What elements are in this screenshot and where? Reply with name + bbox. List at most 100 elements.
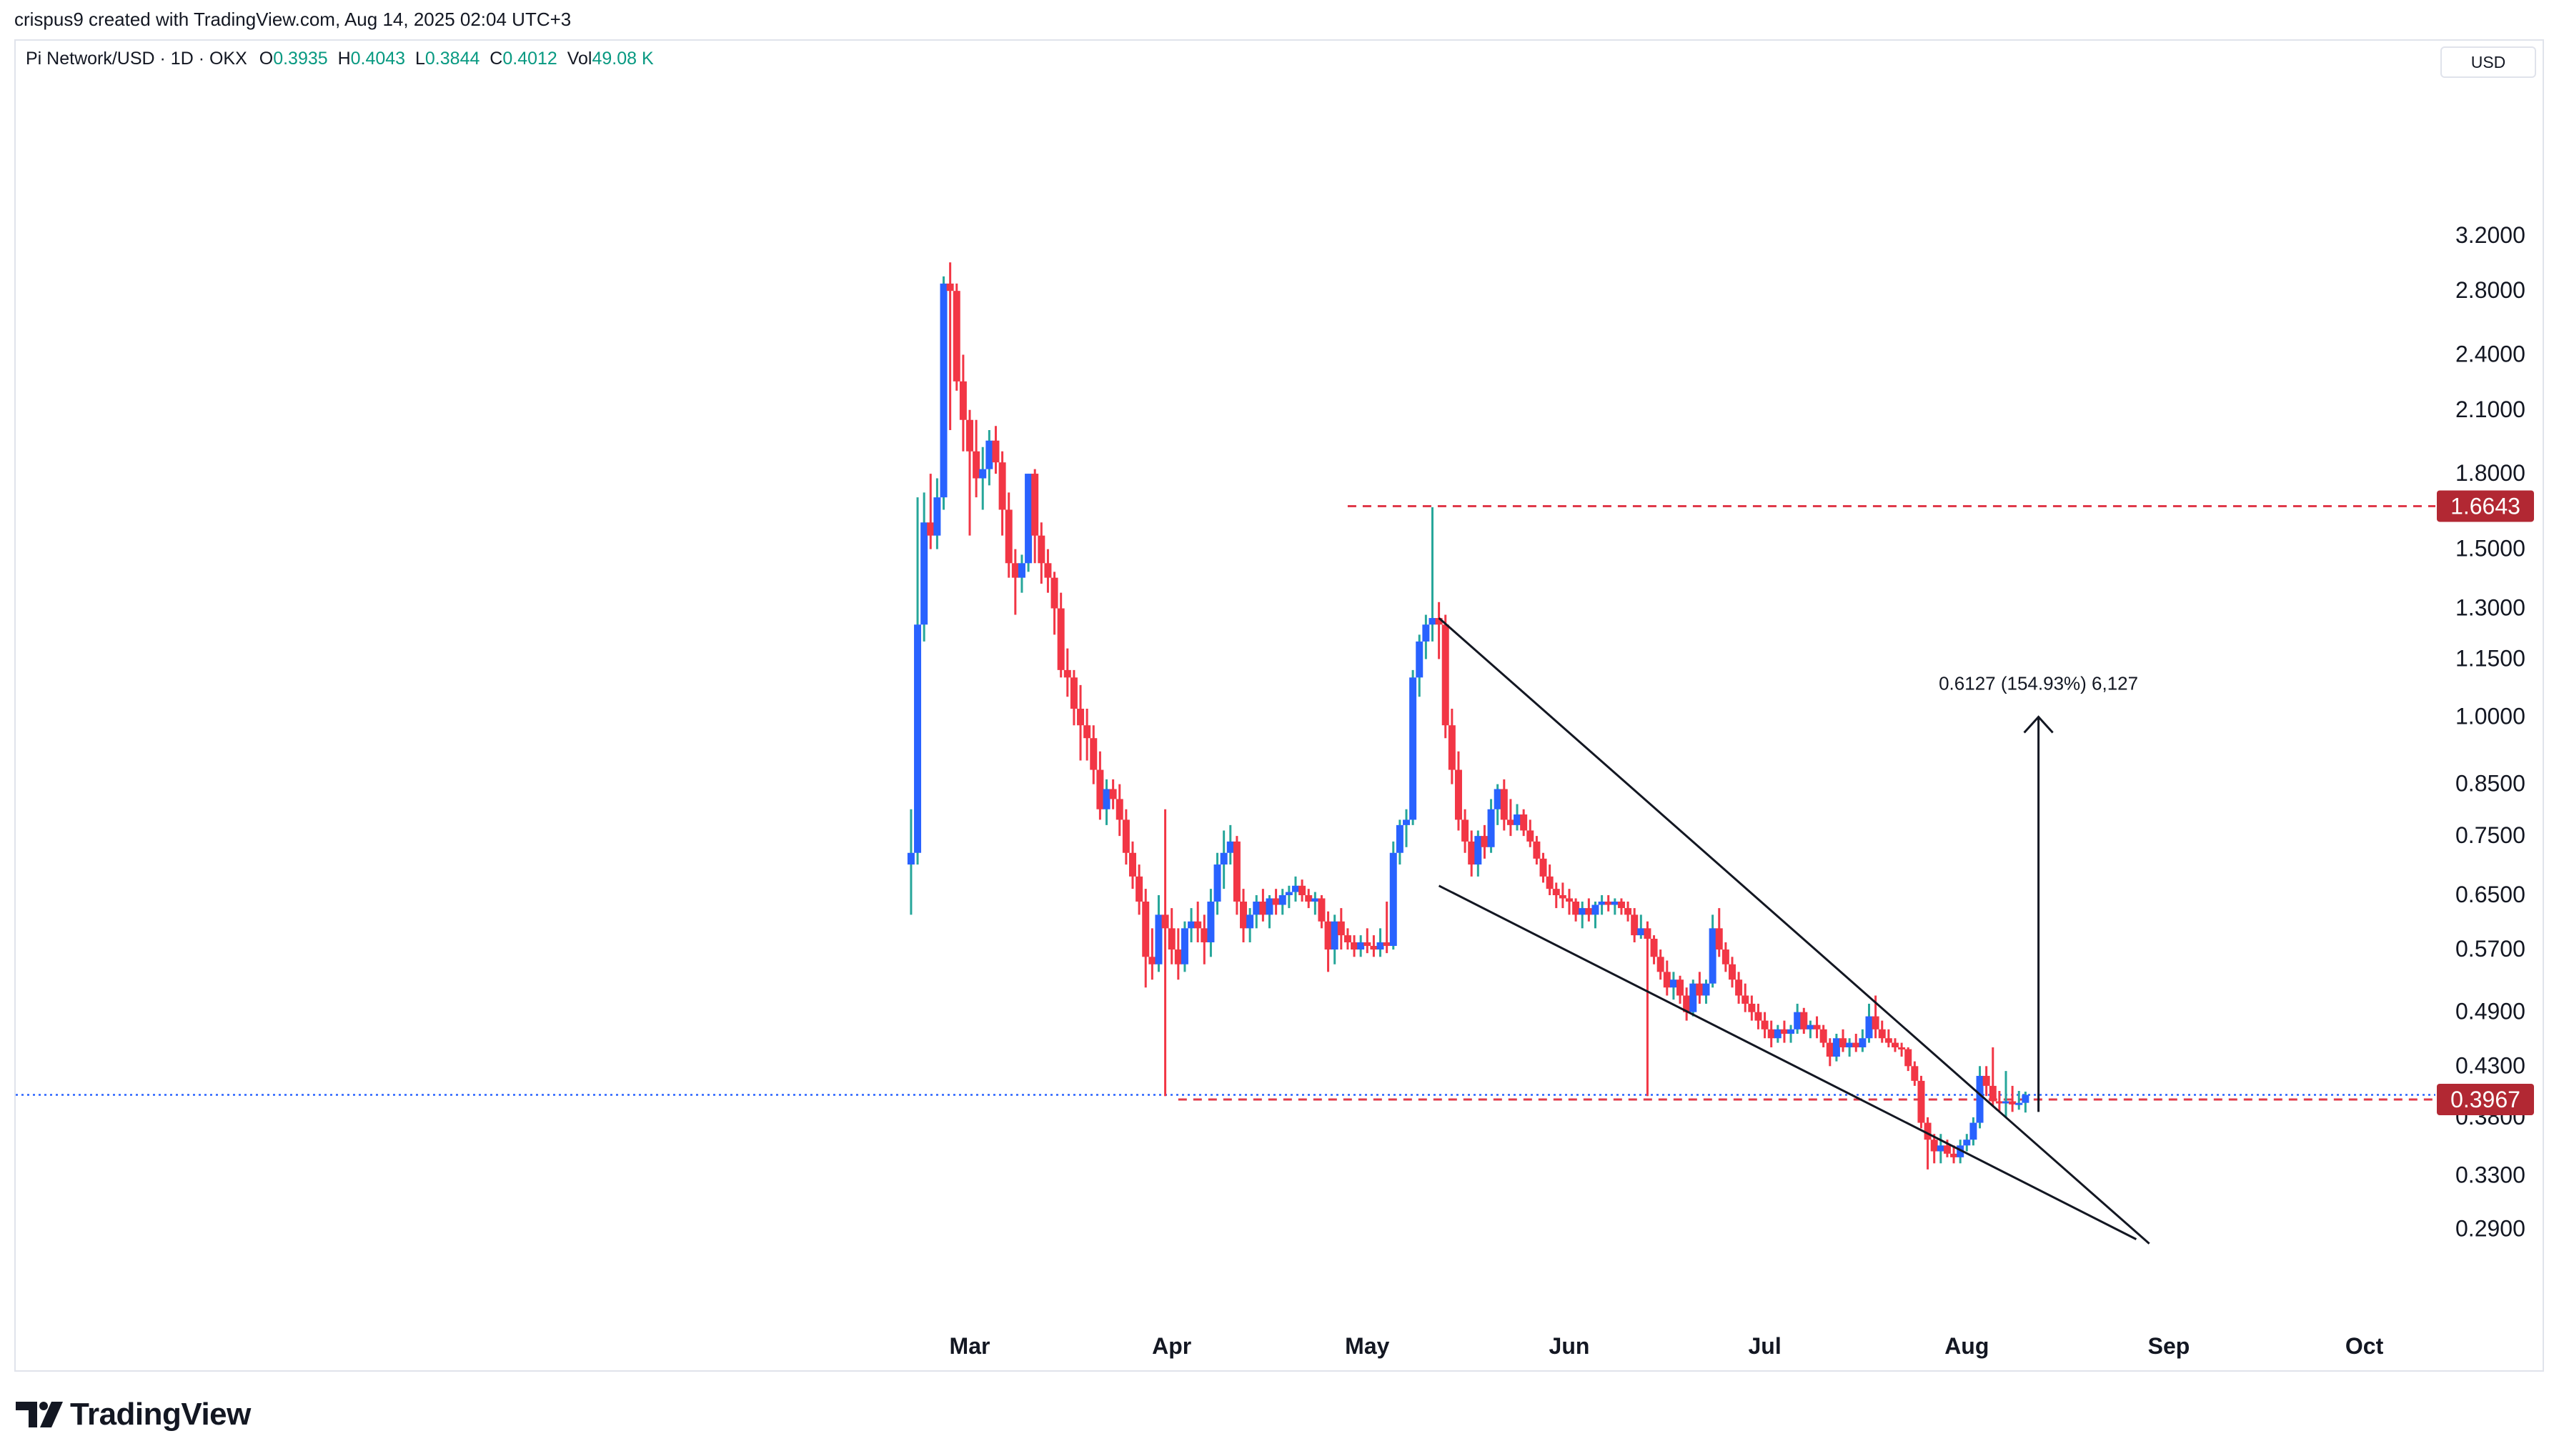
- x-tick-label: Apr: [1152, 1333, 1191, 1359]
- candle-body: [1343, 935, 1351, 942]
- measure-arrow-head: [2023, 715, 2054, 734]
- candle-body: [914, 624, 922, 853]
- tradingview-brand[interactable]: TradingView: [16, 1397, 251, 1432]
- candle-body: [2002, 1101, 2010, 1104]
- candle-body: [966, 419, 973, 452]
- candle-body: [1943, 1145, 1951, 1154]
- candle-body: [1461, 819, 1469, 842]
- candle-body: [1291, 885, 1299, 892]
- y-tick-label: 2.8000: [2455, 277, 2525, 303]
- candle-body: [1566, 898, 1573, 902]
- candle-body: [1240, 901, 1248, 929]
- candle-body: [1305, 895, 1313, 902]
- volume-label: Vol: [567, 49, 592, 69]
- candle-body: [1963, 1140, 1971, 1146]
- candle-body: [1253, 901, 1261, 915]
- candle-body: [1083, 725, 1091, 739]
- open-label: O: [259, 49, 274, 69]
- candle-body: [1917, 1080, 1925, 1123]
- candle-body: [1272, 898, 1280, 905]
- open-value: 0.3935: [273, 49, 328, 69]
- candle-body: [2015, 1102, 2023, 1105]
- candle-body: [1526, 830, 1534, 842]
- symbol-name[interactable]: Pi Network/USD · 1D · OKX: [26, 49, 247, 69]
- close-value: 0.4012: [502, 49, 557, 69]
- brand-name: TradingView: [70, 1397, 251, 1432]
- candle-body: [959, 381, 967, 420]
- candle-body: [1872, 1016, 1879, 1029]
- candle-body: [1409, 677, 1417, 820]
- candle-body: [1514, 814, 1521, 825]
- candle-body: [1298, 885, 1306, 895]
- candle-body: [1077, 709, 1085, 726]
- candle-body: [1794, 1012, 1802, 1029]
- candle-body: [1937, 1145, 1944, 1152]
- y-tick-label: 0.3300: [2455, 1162, 2525, 1188]
- candle-body: [1832, 1038, 1840, 1057]
- measure-label: 0.6127 (154.93%) 6,127: [1939, 673, 2138, 694]
- candle-body: [1982, 1075, 1990, 1086]
- candle-body: [1995, 1101, 2003, 1104]
- candle-body: [1552, 889, 1560, 895]
- y-tick-label: 0.4300: [2455, 1052, 2525, 1078]
- x-tick-label: May: [1345, 1333, 1389, 1359]
- candle-body: [1142, 901, 1150, 957]
- candle-body: [1957, 1145, 1964, 1157]
- candle-body: [1741, 995, 1749, 1004]
- candle-body: [1115, 799, 1123, 820]
- price-level-badge: [2437, 1083, 2534, 1115]
- candle-body: [1207, 901, 1215, 942]
- candle-body: [1911, 1066, 1919, 1081]
- candle-body: [1924, 1122, 1932, 1140]
- candle-body: [1487, 809, 1495, 847]
- y-tick-label: 0.2900: [2455, 1215, 2525, 1241]
- candle-body: [1161, 914, 1169, 929]
- candle-body: [1025, 474, 1033, 564]
- low-label: L: [415, 49, 425, 69]
- candle-body: [973, 451, 980, 479]
- candle-body: [1637, 928, 1645, 936]
- candle-body: [1337, 921, 1345, 936]
- candle-body: [946, 283, 954, 291]
- candle-body: [1624, 908, 1632, 915]
- candle-body: [1428, 618, 1436, 625]
- y-tick-label: 2.4000: [2455, 341, 2525, 367]
- candle-body: [1246, 914, 1254, 929]
- candle-body: [1188, 921, 1196, 929]
- chart-panel: [14, 39, 2544, 1372]
- candle-body: [1819, 1029, 1827, 1043]
- volume-value: 49.08 K: [592, 49, 654, 69]
- chart-credit: crispus9 created with TradingView.com, A…: [14, 9, 572, 30]
- candle-body: [1878, 1029, 1886, 1039]
- candle-body: [1278, 895, 1286, 905]
- low-value: 0.3844: [424, 49, 480, 69]
- candle-body: [1174, 949, 1182, 964]
- candle-body: [907, 852, 915, 865]
- candle-body: [1155, 914, 1163, 964]
- candle-body: [1572, 901, 1580, 915]
- candle-body: [1370, 946, 1378, 950]
- high-label: H: [337, 49, 351, 69]
- candle-body: [1194, 921, 1202, 929]
- x-tick-label: Jun: [1549, 1333, 1590, 1359]
- candle-body: [1096, 769, 1104, 809]
- candle-body: [1148, 957, 1156, 964]
- candle-body: [1891, 1042, 1899, 1047]
- candle-body: [2009, 1101, 2017, 1105]
- candle-body: [1800, 1012, 1808, 1029]
- candle-body: [1389, 852, 1397, 947]
- candle-body: [1435, 618, 1443, 625]
- candle-body: [1103, 789, 1110, 809]
- currency-button[interactable]: USD: [2440, 46, 2536, 78]
- y-tick-label: 1.8000: [2455, 460, 2525, 486]
- candle-body: [1090, 738, 1098, 770]
- candle-body: [1748, 1003, 1756, 1012]
- candle-body: [1403, 819, 1411, 825]
- candle-body: [1044, 563, 1052, 578]
- x-tick-label: Aug: [1944, 1333, 1989, 1359]
- y-tick-label: 1.1500: [2455, 646, 2525, 672]
- candle-body: [1611, 901, 1619, 905]
- candle-body: [1383, 942, 1391, 947]
- candle-body: [1839, 1038, 1847, 1047]
